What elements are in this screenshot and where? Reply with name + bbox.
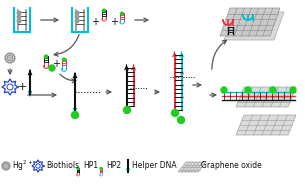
Circle shape [17, 11, 21, 15]
Circle shape [77, 167, 79, 169]
Circle shape [49, 65, 55, 71]
Text: +: + [17, 82, 27, 92]
Circle shape [100, 167, 102, 169]
Circle shape [5, 53, 15, 63]
Circle shape [221, 87, 227, 93]
Text: HP2: HP2 [106, 161, 121, 170]
Circle shape [120, 12, 124, 15]
Circle shape [171, 109, 178, 116]
Circle shape [178, 116, 185, 123]
Circle shape [45, 55, 48, 58]
Circle shape [290, 87, 296, 93]
Text: Graphene oxide: Graphene oxide [201, 161, 262, 170]
Text: HP1: HP1 [83, 161, 98, 170]
Text: +: + [110, 17, 118, 27]
Circle shape [17, 15, 21, 19]
Circle shape [2, 162, 10, 170]
Text: +: + [91, 17, 99, 27]
Polygon shape [178, 162, 206, 172]
Circle shape [3, 163, 9, 169]
Text: Hg$^{2+}$: Hg$^{2+}$ [12, 159, 33, 173]
Polygon shape [236, 115, 296, 135]
Circle shape [63, 58, 66, 61]
Text: +: + [52, 59, 60, 69]
Circle shape [17, 19, 21, 23]
Circle shape [270, 87, 276, 93]
Circle shape [124, 106, 131, 114]
Circle shape [102, 9, 105, 12]
Circle shape [75, 19, 79, 23]
Circle shape [75, 11, 79, 15]
Polygon shape [220, 8, 280, 36]
Polygon shape [236, 87, 296, 107]
Text: Helper DNA: Helper DNA [132, 161, 177, 170]
Polygon shape [224, 12, 284, 40]
Circle shape [7, 55, 13, 61]
Circle shape [75, 15, 79, 19]
Circle shape [245, 87, 251, 93]
Circle shape [71, 112, 78, 119]
Text: Biothiols: Biothiols [46, 161, 79, 170]
